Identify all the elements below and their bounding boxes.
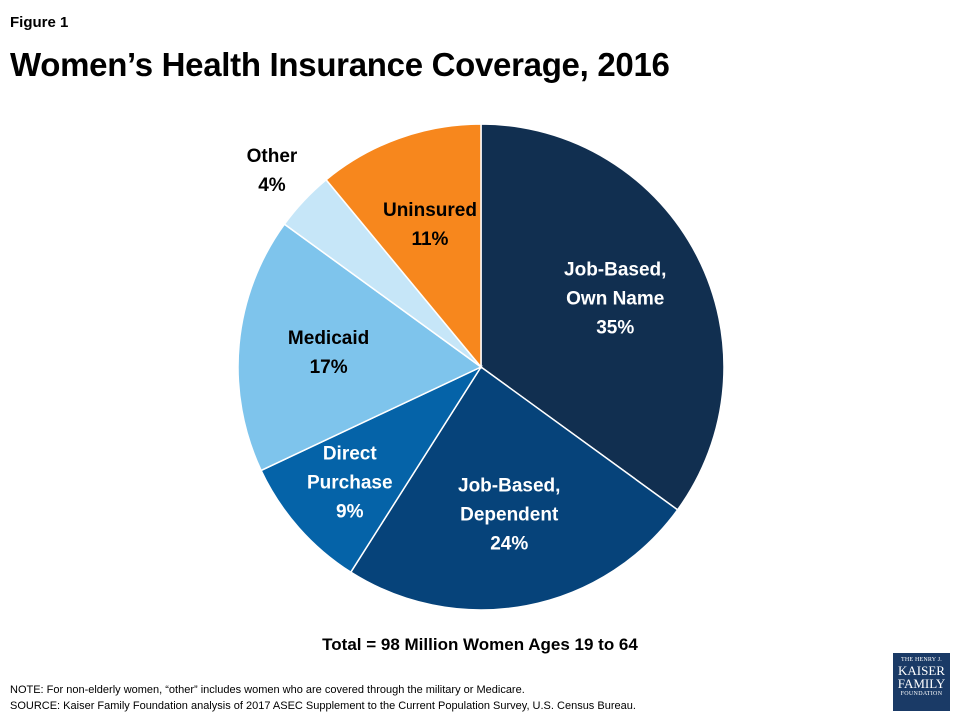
slice-label-line: Job-Based, bbox=[458, 475, 561, 497]
logo-line-1: THE HENRY J. bbox=[900, 657, 942, 663]
pie-slice-2 bbox=[260, 365, 484, 574]
slice-percent: 24% bbox=[490, 533, 529, 555]
slice-label-0: Job-Based, Own Name 35% bbox=[564, 255, 666, 342]
slice-label-line: Job-Based, bbox=[564, 259, 667, 281]
total-caption: Total = 98 Million Women Ages 19 to 64 bbox=[322, 635, 638, 654]
slice-percent: 4% bbox=[258, 174, 286, 196]
pie-slice-3 bbox=[237, 223, 483, 472]
source-text: SOURCE: Kaiser Family Foundation analysi… bbox=[10, 700, 636, 712]
pie-slice-5 bbox=[325, 123, 482, 370]
slice-label-line: Purchase bbox=[306, 472, 393, 494]
pie-slice-1 bbox=[349, 365, 679, 611]
kff-logo: THE HENRY J. KAISER FAMILY FOUNDATION bbox=[893, 653, 950, 711]
note-text: NOTE: For non-elderly women, “other” inc… bbox=[10, 684, 525, 696]
slice-label-2: Direct Purchase 9% bbox=[307, 439, 393, 526]
slice-label-4: Other 4% bbox=[247, 142, 298, 200]
slice-percent: 35% bbox=[596, 317, 635, 339]
figure-label: Figure 1 bbox=[10, 14, 69, 31]
logo-line-2: KAISER bbox=[898, 663, 945, 678]
slice-percent: 9% bbox=[336, 501, 364, 523]
slice-label-line: Dependent bbox=[460, 504, 559, 526]
slice-label-1: Job-Based, Dependent 24% bbox=[458, 471, 560, 558]
slice-label-3: Medicaid 17% bbox=[288, 324, 369, 382]
chart-title: Women’s Health Insurance Coverage, 2016 bbox=[10, 46, 670, 83]
slice-label-line: Own Name bbox=[566, 288, 665, 310]
slice-percent: 17% bbox=[309, 356, 348, 378]
slice-label-line: Direct bbox=[322, 443, 377, 465]
slice-label-line: Other bbox=[246, 145, 298, 167]
slice-percent: 11% bbox=[411, 229, 449, 251]
logo-line-4: FOUNDATION bbox=[900, 691, 943, 697]
pie-slice-0 bbox=[480, 123, 725, 511]
slice-label-line: Uninsured bbox=[382, 200, 477, 222]
slice-label-5: Uninsured 11% bbox=[383, 196, 477, 254]
logo-line-3: FAMILY bbox=[897, 676, 946, 691]
slice-label-line: Medicaid bbox=[287, 327, 370, 349]
